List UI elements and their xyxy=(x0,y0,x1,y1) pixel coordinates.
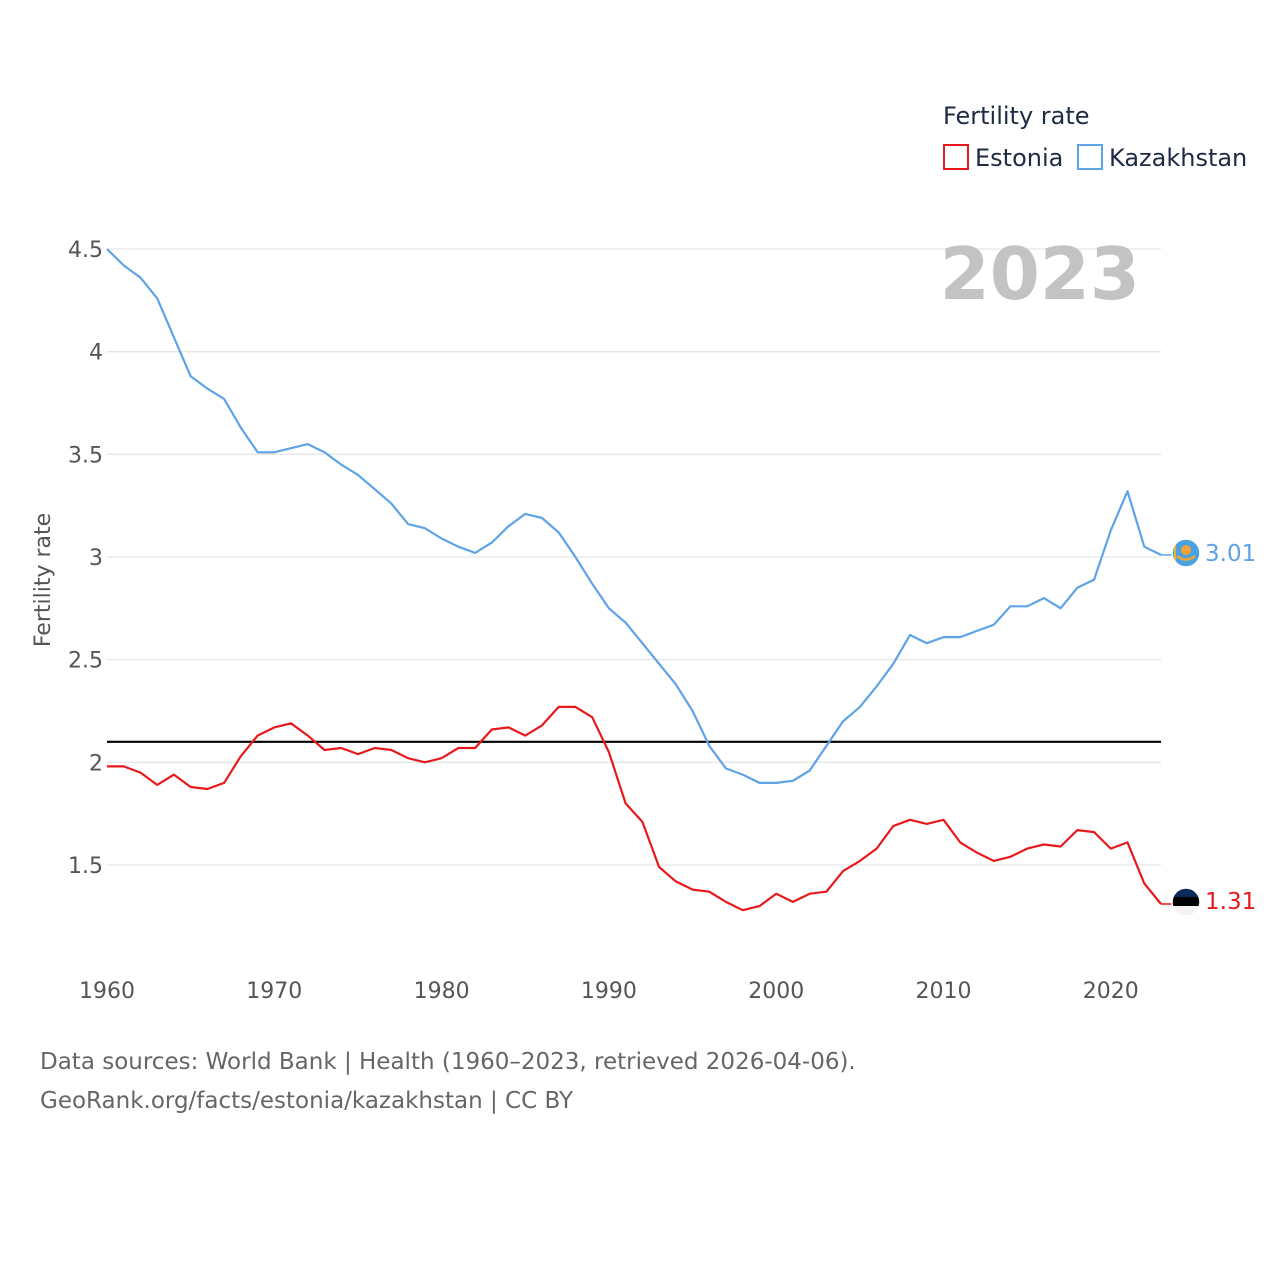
x-tick-label-1980: 1980 xyxy=(414,979,470,1004)
kazakhstan-flag-icon xyxy=(1171,538,1201,568)
end-label-estonia: 1.31 xyxy=(1205,889,1256,915)
series-layer xyxy=(106,248,1172,912)
source-url-line[interactable]: GeoRank.org/facts/estonia/kazakhstan | C… xyxy=(40,1088,574,1114)
legend-item-estonia[interactable]: Estonia xyxy=(943,144,1063,172)
legend: Fertility rate Estonia Kazakhstan xyxy=(943,102,1247,172)
legend-swatch-kazakhstan xyxy=(1077,144,1103,170)
y-tick-label-4: 4 xyxy=(89,341,103,366)
end-label-kazakhstan: 3.01 xyxy=(1205,541,1256,567)
series-line-kazakhstan[interactable] xyxy=(106,248,1162,785)
series-line-estonia[interactable] xyxy=(107,705,1162,912)
legend-title: Fertility rate xyxy=(943,102,1090,130)
y-axis-title: Fertility rate xyxy=(31,513,56,647)
legend-item-kazakhstan[interactable]: Kazakhstan xyxy=(1077,144,1247,172)
y-tick-label-3: 3 xyxy=(89,546,103,571)
x-tick-label-1970: 1970 xyxy=(246,979,302,1004)
y-tick-label-2.5: 2.5 xyxy=(68,649,103,674)
estonia-flag-icon xyxy=(1171,887,1201,917)
x-tick-label-2000: 2000 xyxy=(748,979,804,1004)
data-source-line: Data sources: World Bank | Health (1960–… xyxy=(40,1049,856,1075)
x-tick-label-2010: 2010 xyxy=(916,979,972,1004)
x-tick-labels: 1960 1970 1980 1990 2000 2010 2020 xyxy=(79,979,1139,1004)
y-tick-label-1.5: 1.5 xyxy=(68,854,103,879)
y-tick-label-4.5: 4.5 xyxy=(68,238,103,263)
legend-label-estonia: Estonia xyxy=(975,144,1063,172)
y-tick-label-3.5: 3.5 xyxy=(68,443,103,468)
x-tick-label-2020: 2020 xyxy=(1083,979,1139,1004)
y-tick-label-2: 2 xyxy=(89,751,103,776)
year-watermark: 2023 xyxy=(940,232,1140,316)
legend-label-kazakhstan: Kazakhstan xyxy=(1109,144,1247,172)
grid-layer xyxy=(107,248,1161,866)
y-tick-labels: 1.5 2 2.5 3 3.5 4 4.5 xyxy=(68,238,103,879)
x-tick-label-1960: 1960 xyxy=(79,979,135,1004)
legend-swatch-estonia xyxy=(943,144,969,170)
x-tick-label-1990: 1990 xyxy=(581,979,637,1004)
